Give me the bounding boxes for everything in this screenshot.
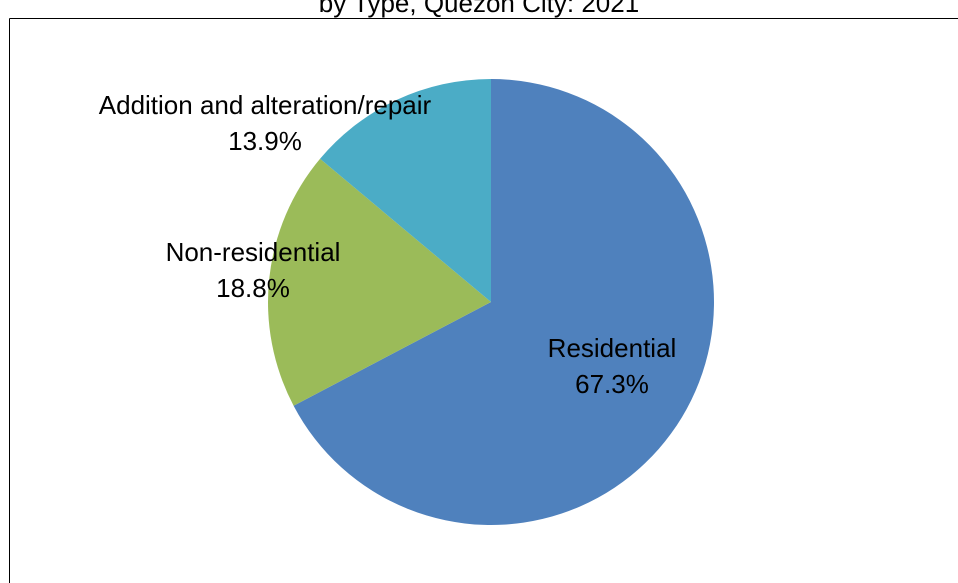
slice-value-label: 13.9% bbox=[228, 126, 302, 156]
chart-title: by Type, Quezon City: 2021 bbox=[319, 0, 639, 18]
slice-value-label: 18.8% bbox=[216, 273, 290, 303]
slice-category-label: Addition and alteration/repair bbox=[99, 90, 432, 120]
labels: Residential 67.3% Non-residential 18.8% Addi… bbox=[99, 90, 677, 399]
pie-slice bbox=[268, 158, 491, 406]
slice-category-label: Residential bbox=[548, 333, 677, 363]
slices bbox=[268, 79, 714, 526]
slice-category-label: Non-residential bbox=[166, 237, 341, 267]
pie-slice bbox=[293, 79, 714, 526]
pie-slice bbox=[320, 79, 491, 302]
slice-value-label: 67.3% bbox=[575, 369, 649, 399]
